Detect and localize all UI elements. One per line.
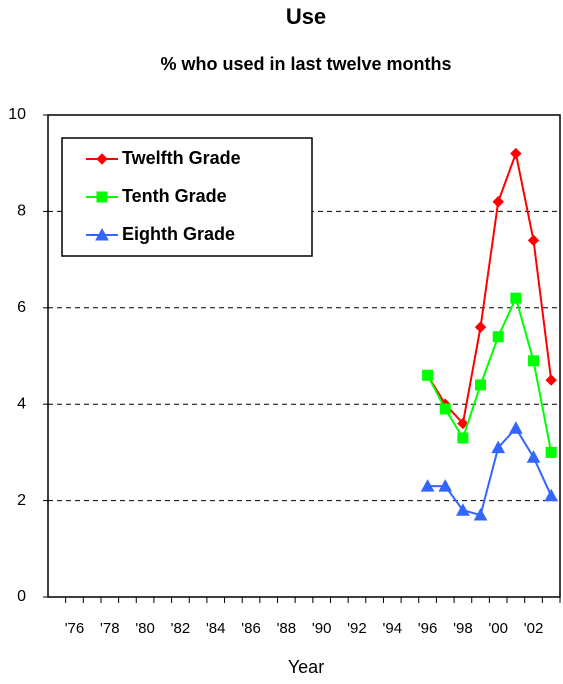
data-point	[545, 446, 557, 458]
data-point	[439, 403, 451, 415]
x-tick-label: '90	[312, 620, 332, 637]
series-line	[427, 426, 553, 517]
legend-label: Tenth Grade	[122, 186, 227, 206]
chart-title: Use	[286, 4, 326, 29]
legend-marker	[96, 153, 108, 165]
x-tick-label: '96	[418, 620, 438, 637]
plot-area	[47, 114, 561, 598]
data-point	[527, 234, 540, 247]
data-point	[544, 488, 559, 502]
data-point	[473, 508, 488, 521]
data-point	[456, 503, 470, 516]
x-tick-label: '98	[453, 620, 473, 637]
x-tick-label: '92	[347, 620, 367, 637]
data-point	[526, 450, 541, 463]
y-tick-label: 0	[17, 588, 26, 605]
data-point	[509, 421, 523, 434]
x-tick-label: '80	[135, 620, 155, 637]
x-tick-label: '84	[206, 620, 226, 637]
data-point	[510, 147, 522, 160]
y-tick-label: 4	[17, 395, 26, 412]
y-tick-label: 8	[17, 203, 26, 220]
chart-subtitle: % who used in last twelve months	[160, 54, 451, 74]
data-point	[457, 432, 469, 444]
x-axis-label: Year	[288, 657, 324, 677]
data-point	[475, 379, 487, 391]
y-tick-label: 6	[17, 299, 26, 316]
series-line	[426, 149, 553, 426]
x-tick-label: '82	[171, 620, 191, 637]
y-tick-label: 10	[8, 106, 26, 123]
data-point	[474, 321, 487, 333]
data-point	[528, 355, 540, 367]
legend-marker	[96, 191, 108, 203]
legend-label: Eighth Grade	[122, 224, 235, 244]
x-tick-label: '86	[241, 620, 261, 637]
x-tick-label: '02	[524, 620, 544, 637]
x-tick-label: '94	[382, 620, 402, 637]
series-line	[426, 295, 553, 453]
x-tick-label: '88	[277, 620, 297, 637]
x-tick-label: '00	[488, 620, 508, 637]
data-point	[492, 196, 504, 208]
y-tick-label: 2	[17, 492, 26, 509]
data-point	[545, 374, 557, 386]
x-tick-label: '78	[100, 620, 120, 637]
data-point	[457, 417, 469, 430]
data-point	[491, 440, 506, 454]
data-point	[422, 369, 434, 381]
legend-label: Twelfth Grade	[122, 148, 241, 168]
data-point	[420, 479, 435, 492]
data-point	[438, 479, 453, 492]
data-point	[510, 292, 522, 304]
legend-marker	[95, 227, 109, 241]
data-point	[492, 331, 504, 343]
x-tick-label: '76	[65, 620, 85, 637]
